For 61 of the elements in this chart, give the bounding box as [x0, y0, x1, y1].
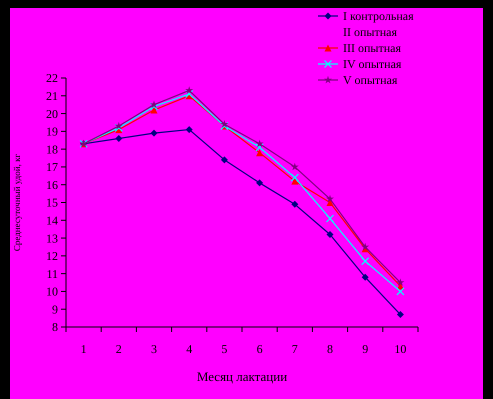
point — [115, 134, 122, 142]
point — [220, 156, 228, 164]
point — [361, 257, 370, 266]
point — [220, 120, 228, 128]
x-tick-label: 7 — [292, 342, 298, 356]
point — [256, 179, 264, 186]
y-tick-label: 11 — [46, 266, 58, 281]
y-tick-label: 18 — [46, 142, 58, 156]
y-tick-label: 9 — [52, 302, 58, 316]
y-tick-label: 13 — [46, 231, 58, 246]
point — [326, 194, 334, 202]
y-axis-title: Среднесуточный удой, кг — [12, 154, 22, 252]
y-tick-label: 21 — [46, 88, 58, 103]
point — [290, 162, 299, 170]
x-tick-label: 10 — [394, 342, 406, 356]
point — [362, 274, 369, 281]
point — [185, 86, 194, 94]
point — [256, 140, 264, 148]
point — [150, 102, 158, 111]
y-tick-label: 22 — [46, 71, 58, 86]
point — [396, 311, 404, 318]
y-tick-label: 8 — [52, 320, 58, 334]
point — [290, 174, 299, 182]
y-tick-label: 15 — [46, 196, 58, 210]
point — [114, 122, 123, 130]
y-tick-label: 19 — [46, 124, 58, 139]
point — [396, 278, 404, 286]
point — [256, 149, 264, 156]
y-tick-label: 14 — [46, 213, 58, 228]
x-tick-label: 6 — [256, 342, 263, 356]
point — [150, 106, 158, 114]
point — [150, 100, 158, 108]
y-tick-label: 17 — [46, 160, 58, 174]
x-tick-label: 4 — [186, 342, 192, 356]
y-tick-label: 10 — [46, 284, 58, 299]
x-tick-label: 1 — [80, 342, 87, 356]
x-tick-label: 9 — [362, 342, 368, 356]
x-tick-label: 3 — [151, 342, 157, 356]
legend-label: IV опытная — [343, 57, 402, 72]
point — [256, 143, 264, 152]
legend-label: I контрольная — [343, 9, 414, 24]
y-tick-label: 12 — [46, 249, 58, 264]
point — [326, 231, 334, 238]
point — [291, 200, 298, 208]
legend-label: III опытная — [343, 41, 402, 56]
legend-label: V опытная — [343, 73, 398, 88]
y-tick-label: 20 — [46, 106, 58, 121]
y-tick-label: 16 — [46, 178, 58, 192]
point — [361, 242, 370, 250]
x-tick-label: 5 — [221, 342, 228, 356]
point — [150, 130, 158, 137]
point — [186, 126, 193, 134]
text: II опытная — [343, 25, 398, 40]
point — [326, 214, 334, 223]
x-axis-title: Месяц лактации — [196, 369, 288, 384]
x-tick-label: 8 — [327, 342, 333, 356]
point — [291, 178, 298, 185]
point — [114, 124, 123, 132]
point — [185, 90, 194, 98]
x-tick-label: 2 — [116, 342, 122, 356]
point — [396, 287, 404, 296]
